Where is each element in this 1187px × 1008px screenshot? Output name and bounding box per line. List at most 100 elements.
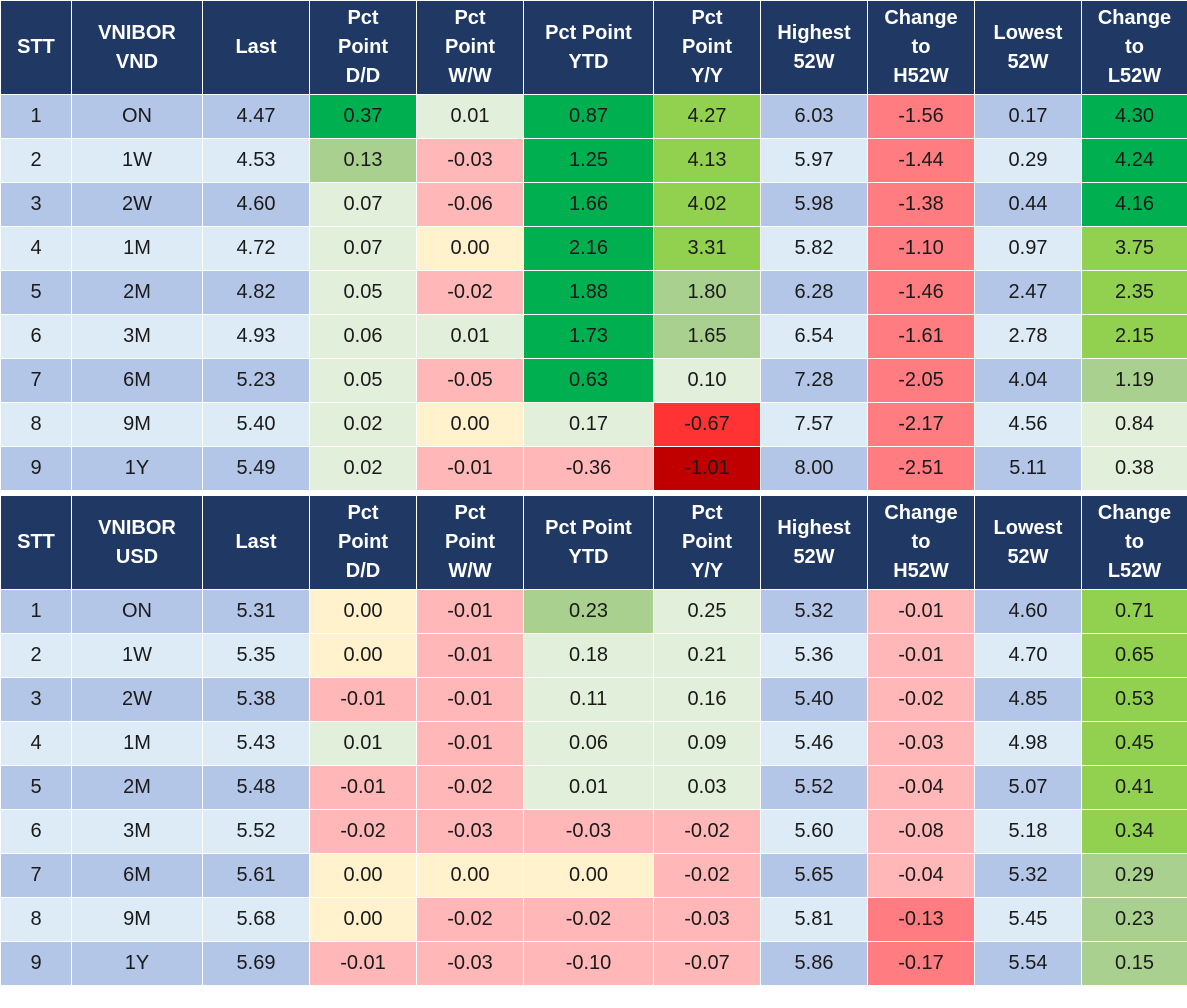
cell-stt: 2 — [0, 138, 72, 183]
cell-last: 5.31 — [202, 589, 310, 634]
cell-lowest-52w: 4.70 — [974, 633, 1082, 678]
cell-pct-dd: 0.37 — [309, 94, 417, 139]
cell-pct-yy: -1.01 — [653, 446, 761, 491]
cell-tenor: 1W — [71, 633, 203, 678]
cell-stt: 3 — [0, 182, 72, 227]
cell-change-l52w: 0.84 — [1081, 402, 1187, 447]
column-header-highest-52w: Highest 52W — [760, 0, 868, 95]
cell-pct-dd: 0.07 — [309, 182, 417, 227]
column-header-pct-yy: Pct Point Y/Y — [653, 0, 761, 95]
cell-pct-dd: -0.01 — [309, 677, 417, 722]
column-header-change-h52w: Change to H52W — [867, 0, 975, 95]
column-header-tenor: VNIBOR VND — [71, 0, 203, 95]
cell-pct-yy: -0.02 — [653, 853, 761, 898]
column-header-pct-ytd: Pct Point YTD — [523, 495, 654, 590]
cell-pct-dd: 0.13 — [309, 138, 417, 183]
cell-pct-yy: 0.10 — [653, 358, 761, 403]
cell-last: 5.23 — [202, 358, 310, 403]
cell-lowest-52w: 0.29 — [974, 138, 1082, 183]
cell-change-l52w: 1.19 — [1081, 358, 1187, 403]
cell-pct-ww: -0.02 — [416, 897, 524, 942]
cell-pct-yy: 0.25 — [653, 589, 761, 634]
cell-stt: 8 — [0, 402, 72, 447]
column-header-change-h52w: Change to H52W — [867, 495, 975, 590]
cell-pct-ytd: 0.63 — [523, 358, 654, 403]
table-row: 1 ON 5.31 0.00 -0.01 0.23 0.25 5.32 -0.01 4.60 0.7… — [0, 589, 1187, 634]
cell-last: 5.35 — [202, 633, 310, 678]
cell-lowest-52w: 5.32 — [974, 853, 1082, 898]
cell-pct-ytd: 2.16 — [523, 226, 654, 271]
cell-lowest-52w: 4.56 — [974, 402, 1082, 447]
cell-highest-52w: 5.86 — [760, 941, 868, 986]
column-header-lowest-52w: Lowest 52W — [974, 495, 1082, 590]
cell-pct-yy: 0.21 — [653, 633, 761, 678]
cell-pct-yy: 0.09 — [653, 721, 761, 766]
cell-stt: 2 — [0, 633, 72, 678]
cell-change-h52w: -0.13 — [867, 897, 975, 942]
cell-highest-52w: 6.54 — [760, 314, 868, 359]
cell-change-h52w: -1.44 — [867, 138, 975, 183]
cell-pct-ytd: 0.18 — [523, 633, 654, 678]
cell-highest-52w: 5.97 — [760, 138, 868, 183]
cell-change-h52w: -1.46 — [867, 270, 975, 315]
cell-last: 4.47 — [202, 94, 310, 139]
cell-stt: 4 — [0, 226, 72, 271]
cell-last: 5.48 — [202, 765, 310, 810]
cell-pct-yy: -0.67 — [653, 402, 761, 447]
cell-pct-dd: 0.02 — [309, 446, 417, 491]
column-header-tenor: VNIBOR USD — [71, 495, 203, 590]
cell-pct-dd: 0.07 — [309, 226, 417, 271]
cell-highest-52w: 5.81 — [760, 897, 868, 942]
cell-pct-ww: 0.01 — [416, 94, 524, 139]
table-row: 5 2M 4.82 0.05 -0.02 1.88 1.80 6.28 -1.46 2.47 2.3… — [0, 270, 1187, 315]
cell-stt: 1 — [0, 589, 72, 634]
cell-pct-yy: -0.02 — [653, 809, 761, 854]
cell-pct-ww: -0.03 — [416, 941, 524, 986]
table-separator — [0, 490, 1187, 496]
cell-pct-ytd: 0.87 — [523, 94, 654, 139]
rates-table: STT VNIBOR VND Last Pct Point D/D Pct Point … — [0, 0, 1187, 986]
cell-tenor: ON — [71, 94, 203, 139]
cell-change-l52w: 4.24 — [1081, 138, 1187, 183]
cell-lowest-52w: 5.18 — [974, 809, 1082, 854]
cell-pct-ytd: 0.11 — [523, 677, 654, 722]
cell-pct-dd: 0.05 — [309, 358, 417, 403]
cell-highest-52w: 5.65 — [760, 853, 868, 898]
cell-last: 4.53 — [202, 138, 310, 183]
table-row: 8 9M 5.68 0.00 -0.02 -0.02 -0.03 5.81 -0.13 5.45 0… — [0, 897, 1187, 942]
cell-stt: 1 — [0, 94, 72, 139]
cell-lowest-52w: 5.54 — [974, 941, 1082, 986]
cell-tenor: 9M — [71, 897, 203, 942]
cell-stt: 8 — [0, 897, 72, 942]
cell-last: 5.43 — [202, 721, 310, 766]
cell-pct-dd: 0.00 — [309, 589, 417, 634]
cell-highest-52w: 5.32 — [760, 589, 868, 634]
cell-lowest-52w: 2.78 — [974, 314, 1082, 359]
cell-change-h52w: -0.02 — [867, 677, 975, 722]
table-row: 7 6M 5.61 0.00 0.00 0.00 -0.02 5.65 -0.04 5.32 0.2… — [0, 853, 1187, 898]
cell-pct-dd: -0.01 — [309, 941, 417, 986]
cell-last: 5.52 — [202, 809, 310, 854]
cell-stt: 3 — [0, 677, 72, 722]
cell-tenor: 6M — [71, 853, 203, 898]
table-row: 2 1W 5.35 0.00 -0.01 0.18 0.21 5.36 -0.01 4.70 0.6… — [0, 633, 1187, 678]
column-header-lowest-52w: Lowest 52W — [974, 0, 1082, 95]
cell-pct-ww: -0.01 — [416, 589, 524, 634]
cell-lowest-52w: 4.85 — [974, 677, 1082, 722]
cell-pct-ww: -0.01 — [416, 677, 524, 722]
column-header-pct-ww: Pct Point W/W — [416, 0, 524, 95]
table-row: 4 1M 5.43 0.01 -0.01 0.06 0.09 5.46 -0.03 4.98 0.4… — [0, 721, 1187, 766]
cell-pct-ww: -0.02 — [416, 765, 524, 810]
cell-lowest-52w: 4.98 — [974, 721, 1082, 766]
cell-change-h52w: -1.56 — [867, 94, 975, 139]
cell-pct-ww: -0.03 — [416, 138, 524, 183]
cell-change-h52w: -1.38 — [867, 182, 975, 227]
cell-pct-ytd: -0.02 — [523, 897, 654, 942]
cell-pct-ww: 0.00 — [416, 226, 524, 271]
table-row: 3 2W 4.60 0.07 -0.06 1.66 4.02 5.98 -1.38 0.44 4.1… — [0, 182, 1187, 227]
cell-pct-ww: 0.01 — [416, 314, 524, 359]
cell-pct-dd: 0.02 — [309, 402, 417, 447]
table-row: 3 2W 5.38 -0.01 -0.01 0.11 0.16 5.40 -0.02 4.85 0.… — [0, 677, 1187, 722]
cell-change-l52w: 4.16 — [1081, 182, 1187, 227]
cell-lowest-52w: 4.60 — [974, 589, 1082, 634]
